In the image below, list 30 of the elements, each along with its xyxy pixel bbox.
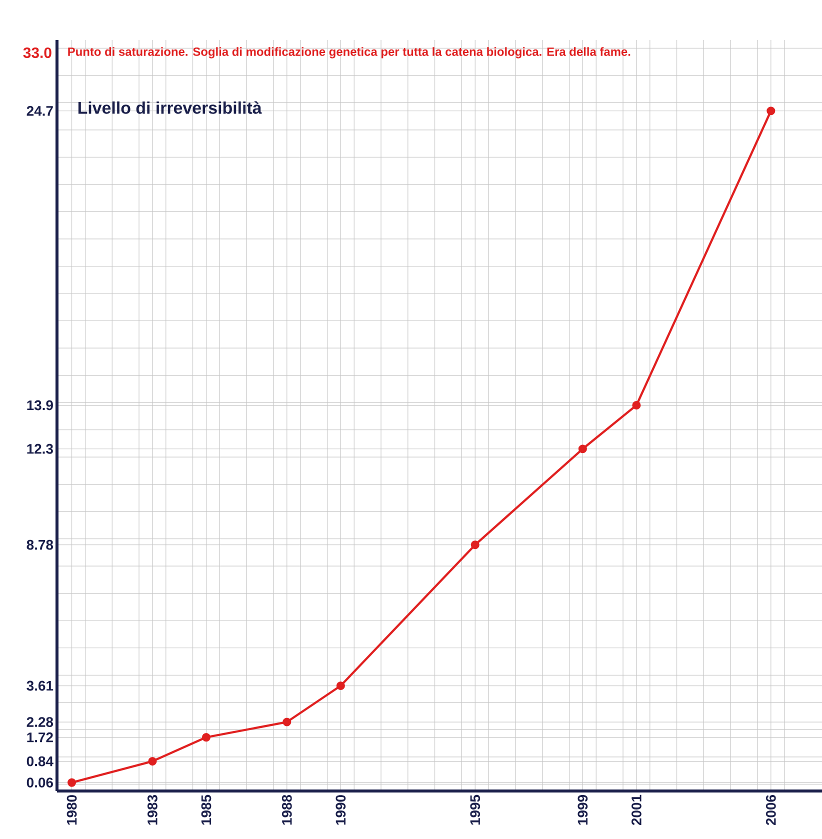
y-tick-label: 3.61 bbox=[26, 680, 54, 691]
text: 33.0 bbox=[23, 47, 52, 58]
point bbox=[148, 757, 157, 766]
point bbox=[470, 540, 480, 550]
point bbox=[336, 681, 345, 690]
y-tick-label: 8.78 bbox=[26, 540, 54, 550]
x-tick-label: 1985 bbox=[201, 794, 212, 825]
y-tick-label: 2.28 bbox=[26, 717, 54, 727]
x-tick-label: 1980 bbox=[66, 795, 77, 825]
annotation: Punto di saturazione. Soglia di modificazione genetica per tutta la catena biologica. Era della fame. bbox=[68, 47, 630, 58]
point bbox=[766, 106, 776, 116]
x-tick-label: 2006 bbox=[766, 795, 776, 826]
point bbox=[68, 778, 76, 787]
x-tick-label: 1999 bbox=[578, 795, 588, 825]
point bbox=[202, 733, 211, 742]
point bbox=[282, 718, 292, 726]
point bbox=[632, 400, 641, 410]
x-tick-label: 1983 bbox=[148, 795, 158, 825]
y-tick-label: 13.9 bbox=[27, 400, 53, 410]
x-tick-label: 1988 bbox=[282, 794, 292, 825]
x-tick-label: 1995 bbox=[470, 794, 480, 825]
x-tick-label: 1990 bbox=[336, 795, 346, 825]
y-tick-label: 0.84 bbox=[26, 756, 54, 766]
y-tick-label: 0.06 bbox=[26, 778, 53, 788]
y-tick-label: 12.3 bbox=[27, 444, 53, 454]
point bbox=[578, 444, 587, 454]
x-tick-label: 2001 bbox=[632, 794, 642, 826]
y-tick-label: 1.72 bbox=[27, 732, 53, 742]
y-tick-label: 24.7 bbox=[26, 106, 53, 116]
annotation: Livello di irreversibilità bbox=[78, 101, 262, 114]
